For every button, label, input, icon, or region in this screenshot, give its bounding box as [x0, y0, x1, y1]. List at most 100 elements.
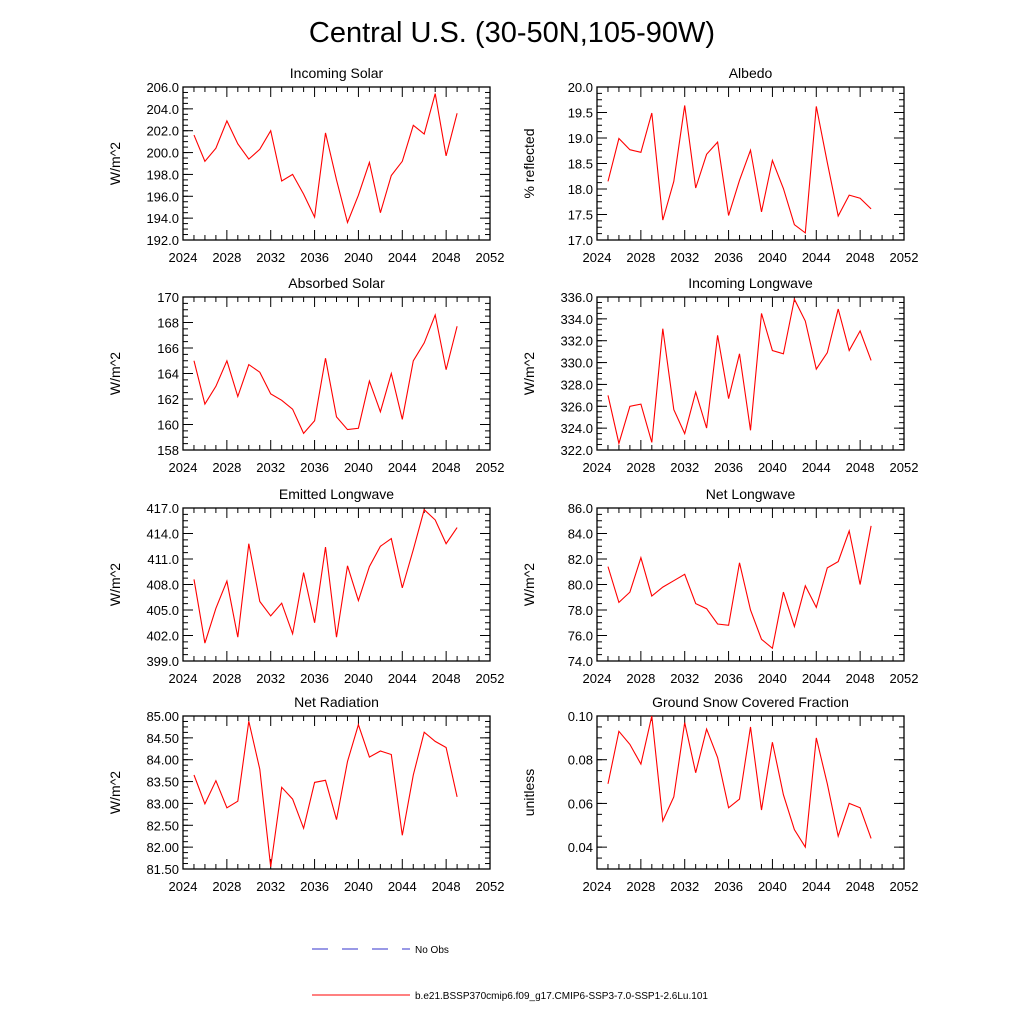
y-axis-label: W/m^2	[521, 563, 537, 606]
chart-panel-3: Absorbed Solar W/m^2 2024 2028 2032 2036 2040 2…	[107, 275, 504, 475]
x-tick-label: 2032	[670, 250, 699, 265]
x-tick-label: 2028	[626, 671, 655, 686]
x-tick-label: 2048	[846, 671, 875, 686]
y-tick-label: 322.0	[560, 443, 593, 458]
x-tick-label: 2024	[169, 250, 198, 265]
y-tick-label: 18.0	[568, 182, 593, 197]
y-tick-label: 20.0	[568, 80, 593, 95]
x-tick-label: 2044	[388, 460, 417, 475]
x-tick-label: 2052	[890, 879, 919, 894]
y-tick-label: 328.0	[560, 377, 593, 392]
plot-frame	[596, 715, 905, 870]
x-tick-label: 2036	[300, 671, 329, 686]
y-tick-label: 192.0	[146, 233, 179, 248]
y-tick-label: 411.0	[147, 552, 179, 567]
y-tick-label: 408.0	[146, 578, 179, 593]
y-tick-label: 83.00	[146, 796, 179, 811]
y-tick-label: 206.0	[146, 80, 179, 95]
chart-panel-5: Emitted Longwave W/m^2 2024 2028 2032 2036 204…	[107, 486, 504, 686]
y-tick-label: 19.0	[568, 131, 593, 146]
y-tick-label: 160	[157, 418, 179, 433]
x-tick-label: 2036	[714, 250, 743, 265]
plot-frame	[596, 86, 905, 241]
x-tick-label: 2036	[714, 460, 743, 475]
y-tick-label: 332.0	[560, 334, 593, 349]
y-tick-label: 170	[157, 290, 179, 305]
y-tick-label: 330.0	[560, 356, 593, 371]
x-tick-label: 2048	[432, 460, 461, 475]
panel-title: Albedo	[729, 65, 773, 81]
x-tick-label: 2048	[846, 250, 875, 265]
y-tick-label: 0.04	[568, 840, 593, 855]
x-tick-label: 2040	[758, 250, 787, 265]
x-tick-label: 2028	[626, 879, 655, 894]
y-tick-label: 80.0	[568, 578, 593, 593]
x-tick-label: 2052	[476, 671, 505, 686]
y-tick-label: 402.0	[146, 629, 179, 644]
y-axis-label: W/m^2	[107, 771, 123, 814]
y-tick-label: 82.00	[146, 840, 179, 855]
y-axis-label: W/m^2	[107, 142, 123, 185]
y-tick-label: 84.50	[146, 731, 179, 746]
x-tick-label: 2052	[476, 250, 505, 265]
legend: No Obs b.e21.BSSP370cmip6.f09_g17.CMIP6-…	[312, 945, 708, 1002]
x-tick-label: 2048	[846, 879, 875, 894]
legend-no-obs-label: No Obs	[415, 945, 449, 956]
plot-frame	[596, 296, 905, 451]
x-tick-label: 2028	[626, 460, 655, 475]
x-tick-label: 2052	[890, 460, 919, 475]
y-tick-label: 194.0	[146, 211, 179, 226]
y-tick-label: 334.0	[560, 312, 593, 327]
x-tick-label: 2040	[758, 671, 787, 686]
panel-title: Incoming Longwave	[688, 275, 813, 291]
series-line	[607, 525, 872, 650]
panel-title: Incoming Solar	[290, 65, 384, 81]
series-line	[607, 297, 872, 446]
x-tick-label: 2028	[212, 460, 241, 475]
x-tick-label: 2040	[344, 879, 373, 894]
x-tick-label: 2024	[583, 671, 612, 686]
y-tick-label: 82.50	[146, 818, 179, 833]
plot-frame	[182, 86, 491, 241]
y-tick-label: 198.0	[146, 167, 179, 182]
chart-panel-7: Net Radiation W/m^2 2024 2028 2032 2036 2040 20…	[107, 694, 504, 894]
y-tick-label: 158	[157, 443, 179, 458]
series-line	[607, 105, 872, 234]
x-tick-label: 2044	[388, 250, 417, 265]
x-tick-label: 2052	[476, 460, 505, 475]
y-tick-label: 17.5	[568, 208, 593, 223]
plot-frame	[182, 507, 491, 662]
y-tick-label: 81.50	[146, 862, 179, 877]
chart-panel-8: Ground Snow Covered Fraction unitless 2024…	[521, 694, 918, 894]
y-tick-label: 166	[157, 341, 179, 356]
x-tick-label: 2048	[432, 671, 461, 686]
series-line	[607, 715, 872, 849]
x-tick-label: 2040	[758, 460, 787, 475]
chart-panel-2: Albedo % reflected 2024 2028 2032 2036 2040 204…	[521, 65, 918, 265]
x-tick-label: 2024	[169, 879, 198, 894]
y-tick-label: 399.0	[146, 654, 179, 669]
y-tick-label: 162	[157, 392, 179, 407]
x-tick-label: 2024	[169, 671, 198, 686]
series-line	[193, 93, 458, 225]
panel-title: Net Longwave	[706, 486, 796, 502]
y-tick-label: 164	[157, 367, 179, 382]
x-tick-label: 2044	[802, 671, 831, 686]
x-tick-label: 2036	[300, 460, 329, 475]
x-tick-label: 2044	[388, 879, 417, 894]
y-axis-label: unitless	[521, 769, 537, 816]
y-tick-label: 85.00	[146, 709, 179, 724]
series-line	[193, 508, 458, 644]
y-tick-label: 168	[157, 316, 179, 331]
y-tick-label: 324.0	[560, 421, 593, 436]
x-tick-label: 2040	[344, 250, 373, 265]
x-tick-label: 2052	[890, 671, 919, 686]
x-tick-label: 2032	[256, 879, 285, 894]
x-tick-label: 2036	[714, 671, 743, 686]
x-tick-label: 2036	[714, 879, 743, 894]
x-tick-label: 2028	[212, 879, 241, 894]
y-tick-label: 82.0	[568, 552, 593, 567]
x-tick-label: 2044	[802, 879, 831, 894]
x-tick-label: 2052	[476, 879, 505, 894]
